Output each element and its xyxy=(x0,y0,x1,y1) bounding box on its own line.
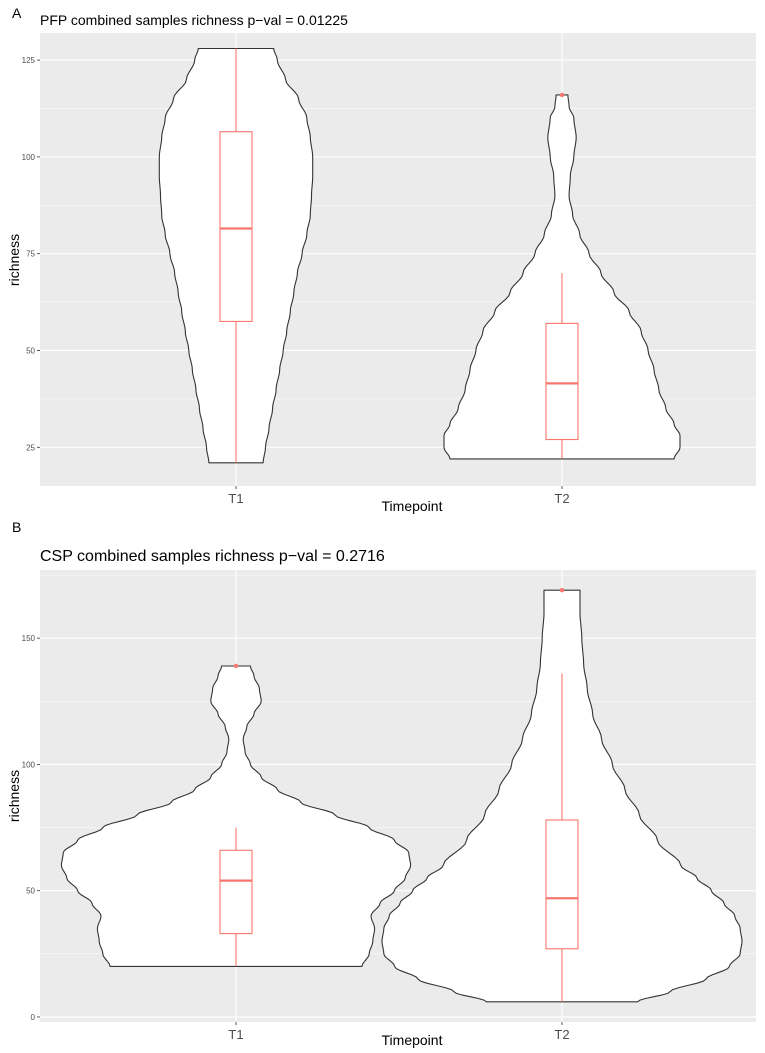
outlier-point xyxy=(559,92,565,98)
x-tick-label: T2 xyxy=(554,1027,569,1042)
x-axis-ticks: T1 T2 xyxy=(228,486,570,506)
y-axis-title: richness xyxy=(6,234,22,286)
x-axis-title: Timepoint xyxy=(382,1032,443,1048)
violins xyxy=(60,588,743,1003)
y-axis-ticks: 25 50 75 100 125 xyxy=(22,56,40,452)
panel-b: B CSP combined samples richness p−val = … xyxy=(6,519,756,1048)
y-tick-label: 0 xyxy=(31,1013,36,1022)
outlier-point xyxy=(233,663,239,669)
panel-a: A PFP combined samples richness p−val = … xyxy=(6,5,756,514)
x-axis-title: Timepoint xyxy=(382,498,443,514)
x-axis-ticks: T1 T2 xyxy=(228,1022,570,1042)
box-iqr xyxy=(219,849,253,935)
y-tick-label: 50 xyxy=(26,887,35,896)
x-tick-label: T1 xyxy=(228,491,243,506)
chart-title: PFP combined samples richness p−val = 0.… xyxy=(40,12,348,28)
y-tick-label: 100 xyxy=(22,153,36,162)
y-tick-label: 125 xyxy=(22,56,36,65)
panel-letter: A xyxy=(12,5,22,21)
y-tick-label: 150 xyxy=(22,634,36,643)
y-axis-title: richness xyxy=(6,770,22,822)
violins xyxy=(158,47,681,464)
y-axis-ticks: 0 50 100 150 xyxy=(22,634,40,1022)
violin-t1 xyxy=(158,47,314,464)
y-tick-label: 75 xyxy=(26,250,35,259)
panel-letter: B xyxy=(12,519,21,535)
box-iqr xyxy=(545,819,579,950)
violin-t1 xyxy=(60,665,412,967)
x-tick-label: T2 xyxy=(554,491,569,506)
box-iqr xyxy=(219,131,253,322)
y-tick-label: 100 xyxy=(22,760,36,769)
y-tick-label: 50 xyxy=(26,346,35,355)
chart-title: CSP combined samples richness p−val = 0.… xyxy=(40,548,385,565)
outlier-point xyxy=(559,588,565,593)
y-tick-label: 25 xyxy=(26,443,35,452)
box-iqr xyxy=(545,322,579,441)
x-tick-label: T1 xyxy=(228,1027,243,1042)
